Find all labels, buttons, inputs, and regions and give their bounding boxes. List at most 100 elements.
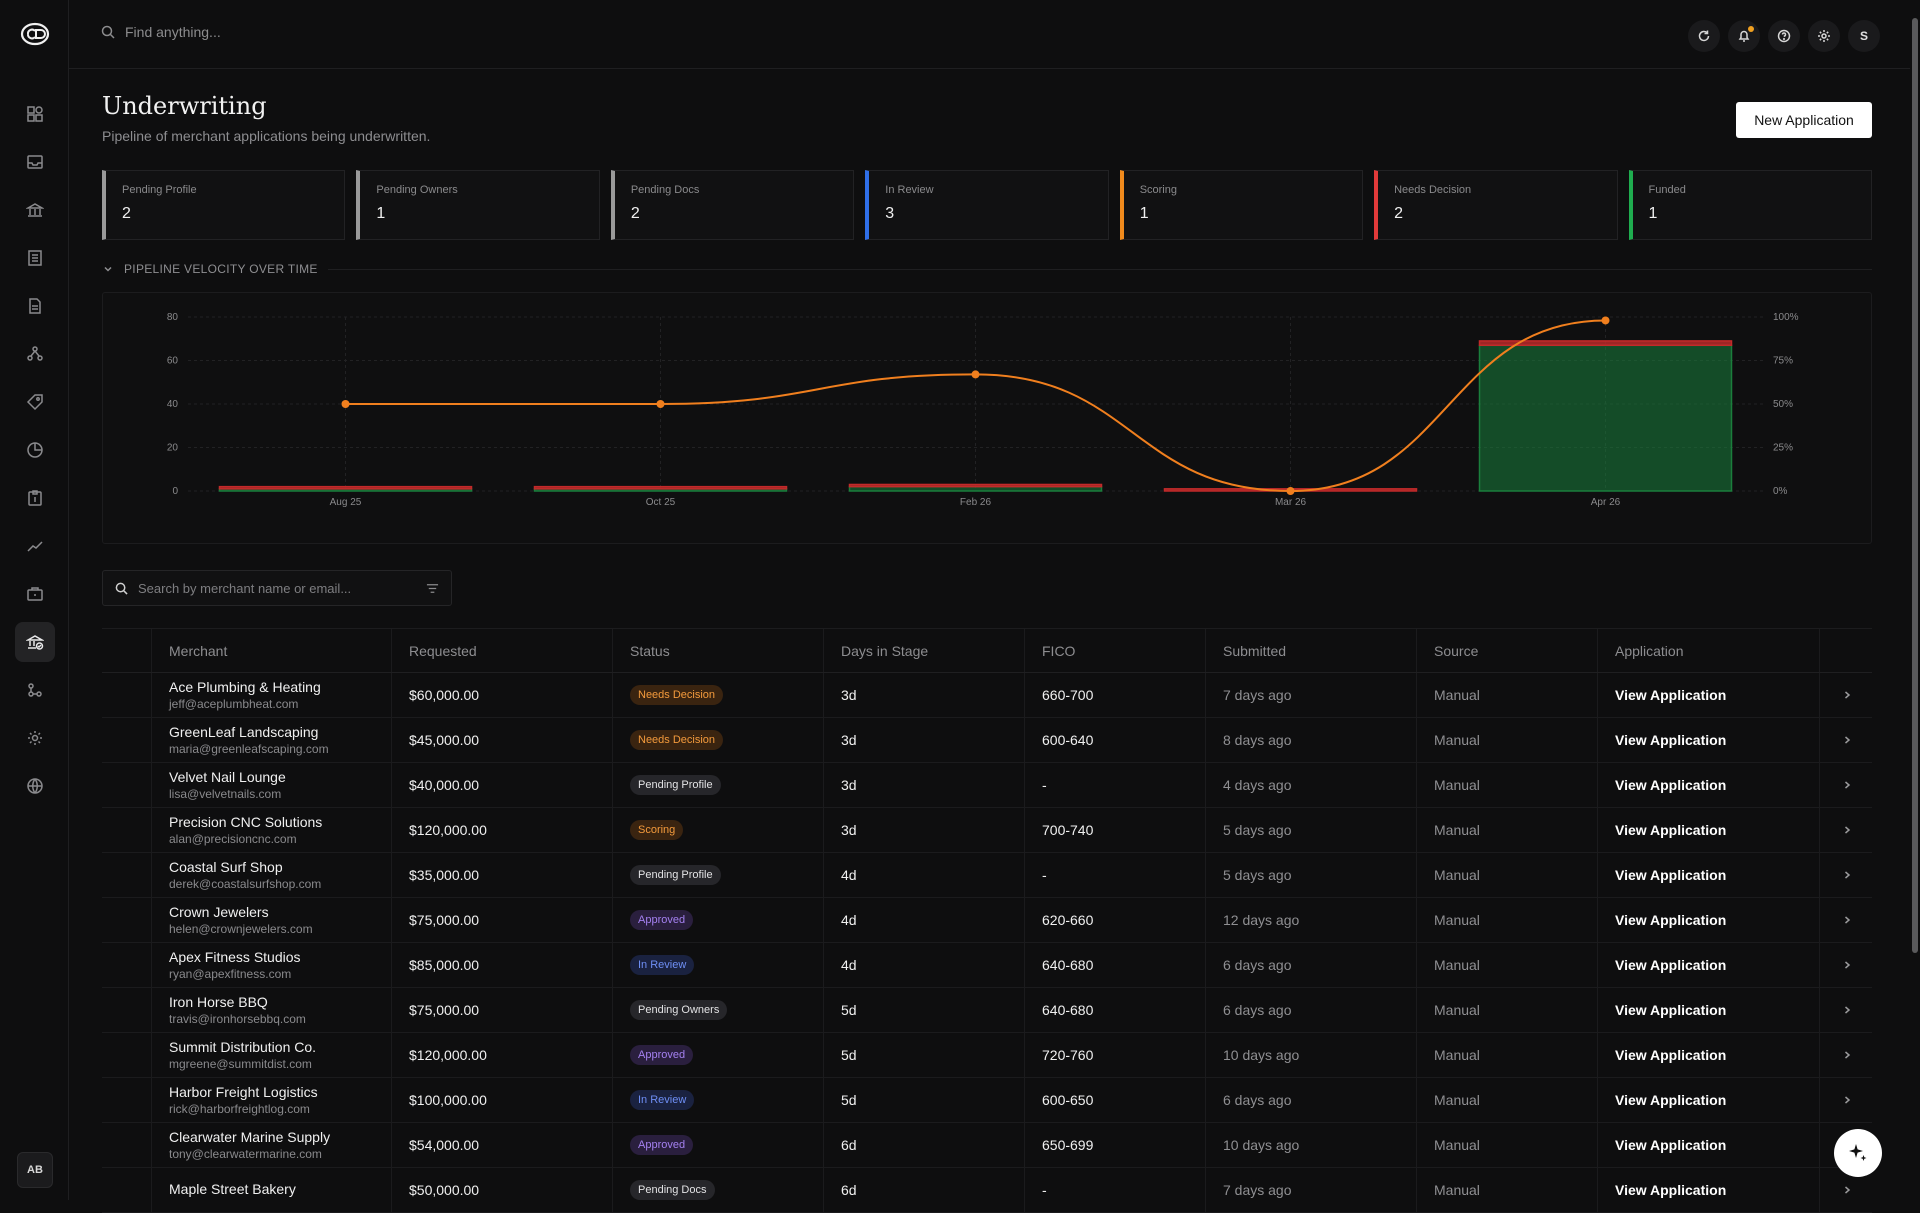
brand-logo-icon[interactable] bbox=[20, 22, 50, 46]
chevron-right-icon[interactable] bbox=[1842, 1050, 1852, 1060]
col-requested[interactable]: Requested bbox=[392, 629, 613, 672]
view-application-link[interactable]: View Application bbox=[1615, 867, 1727, 883]
chevron-right-icon[interactable] bbox=[1842, 915, 1852, 925]
chevron-right-icon[interactable] bbox=[1842, 735, 1852, 745]
global-search-placeholder[interactable]: Find anything... bbox=[125, 24, 221, 40]
row-select[interactable] bbox=[102, 898, 152, 942]
nav-document-icon[interactable] bbox=[15, 286, 55, 326]
chevron-right-icon[interactable] bbox=[1842, 825, 1852, 835]
user-avatar[interactable]: AB bbox=[17, 1152, 53, 1188]
view-application-link[interactable]: View Application bbox=[1615, 1002, 1727, 1018]
nav-tag-icon[interactable] bbox=[15, 382, 55, 422]
view-application-link[interactable]: View Application bbox=[1615, 732, 1727, 748]
view-application-link[interactable]: View Application bbox=[1615, 912, 1727, 928]
col-days-in-stage[interactable]: Days in Stage bbox=[824, 629, 1025, 672]
stage-card[interactable]: Pending Profile 2 bbox=[102, 170, 346, 240]
nav-pie-chart-icon[interactable] bbox=[15, 430, 55, 470]
table-row[interactable]: Velvet Nail Lounge lisa@velvetnails.com $4… bbox=[102, 763, 1872, 808]
row-select[interactable] bbox=[102, 718, 152, 762]
view-application-link[interactable]: View Application bbox=[1615, 777, 1727, 793]
stage-card[interactable]: Pending Owners 1 bbox=[356, 170, 600, 240]
view-application-link[interactable]: View Application bbox=[1615, 1182, 1727, 1198]
table-row[interactable]: Ace Plumbing & Heating jeff@aceplumbheat.… bbox=[102, 673, 1872, 718]
row-select[interactable] bbox=[102, 1033, 152, 1077]
view-application-link[interactable]: View Application bbox=[1615, 957, 1727, 973]
new-application-button[interactable]: New Application bbox=[1736, 102, 1872, 138]
stage-card[interactable]: Scoring 1 bbox=[1119, 170, 1364, 240]
merchant-name: Precision CNC Solutions bbox=[169, 814, 323, 830]
nav-dashboard-icon[interactable] bbox=[15, 94, 55, 134]
chevron-down-icon[interactable] bbox=[102, 263, 114, 275]
row-select[interactable] bbox=[102, 808, 152, 852]
chevron-right-icon[interactable] bbox=[1842, 690, 1852, 700]
nav-underwriting-icon[interactable] bbox=[14, 622, 55, 662]
settings-button[interactable] bbox=[1808, 20, 1840, 52]
row-select[interactable] bbox=[102, 853, 152, 897]
col-application[interactable]: Application bbox=[1598, 629, 1820, 672]
nav-workflow-icon[interactable] bbox=[15, 670, 55, 710]
nav-inbox-icon[interactable] bbox=[15, 142, 55, 182]
ai-assistant-button[interactable] bbox=[1834, 1129, 1882, 1177]
nav-globe-icon[interactable] bbox=[15, 766, 55, 806]
row-select[interactable] bbox=[102, 673, 152, 717]
table-row[interactable]: Clearwater Marine Supply tony@clearwaterm… bbox=[102, 1123, 1872, 1168]
chevron-right-icon[interactable] bbox=[1842, 1095, 1852, 1105]
page-scrollbar[interactable] bbox=[1910, 0, 1920, 1200]
row-select[interactable] bbox=[102, 943, 152, 987]
nav-bank-icon[interactable] bbox=[15, 190, 55, 230]
chevron-right-icon[interactable] bbox=[1842, 960, 1852, 970]
view-application-link[interactable]: View Application bbox=[1615, 1092, 1727, 1108]
row-select[interactable] bbox=[102, 763, 152, 807]
global-search[interactable]: Find anything... bbox=[101, 24, 221, 40]
refresh-button[interactable] bbox=[1688, 20, 1720, 52]
velocity-section-header[interactable]: PIPELINE VELOCITY OVER TIME bbox=[102, 262, 1872, 276]
view-application-link[interactable]: View Application bbox=[1615, 822, 1727, 838]
row-select[interactable] bbox=[102, 1078, 152, 1122]
chevron-right-icon[interactable] bbox=[1842, 1005, 1852, 1015]
table-row[interactable]: Summit Distribution Co. mgreene@summitdis… bbox=[102, 1033, 1872, 1078]
chevron-right-icon[interactable] bbox=[1842, 1185, 1852, 1195]
merchant-search[interactable]: Search by merchant name or email... bbox=[102, 570, 452, 606]
table-row[interactable]: Coastal Surf Shop derek@coastalsurfshop.c… bbox=[102, 853, 1872, 898]
view-application-link[interactable]: View Application bbox=[1615, 687, 1727, 703]
table-row[interactable]: Harbor Freight Logistics rick@harborfreig… bbox=[102, 1078, 1872, 1123]
nav-trend-icon[interactable] bbox=[15, 526, 55, 566]
merchant-search-placeholder[interactable]: Search by merchant name or email... bbox=[138, 580, 352, 596]
nav-ledger-icon[interactable] bbox=[15, 238, 55, 278]
table-row[interactable]: Apex Fitness Studios ryan@apexfitness.com… bbox=[102, 943, 1872, 988]
y-tick-label: 0 bbox=[172, 486, 178, 497]
table-row[interactable]: Crown Jewelers helen@crownjewelers.com $75… bbox=[102, 898, 1872, 943]
col-merchant[interactable]: Merchant bbox=[152, 629, 392, 672]
stage-card[interactable]: Funded 1 bbox=[1628, 170, 1872, 240]
scrollbar-thumb[interactable] bbox=[1912, 18, 1918, 953]
col-source[interactable]: Source bbox=[1417, 629, 1598, 672]
table-row[interactable]: GreenLeaf Landscaping maria@greenleafscap… bbox=[102, 718, 1872, 763]
chevron-right-icon[interactable] bbox=[1842, 870, 1852, 880]
chevron-right-icon[interactable] bbox=[1842, 780, 1852, 790]
notifications-button[interactable] bbox=[1728, 20, 1760, 52]
table-row[interactable]: Precision CNC Solutions alan@precisioncnc… bbox=[102, 808, 1872, 853]
bell-icon bbox=[1738, 30, 1750, 42]
row-select[interactable] bbox=[102, 988, 152, 1032]
view-application-link[interactable]: View Application bbox=[1615, 1137, 1727, 1153]
days-in-stage: 4d bbox=[841, 912, 857, 928]
filter-icon[interactable] bbox=[426, 582, 439, 595]
help-button[interactable] bbox=[1768, 20, 1800, 52]
stage-card[interactable]: Needs Decision 2 bbox=[1374, 170, 1618, 240]
stage-card[interactable]: Pending Docs 2 bbox=[610, 170, 855, 240]
user-menu-button[interactable]: S bbox=[1848, 20, 1880, 52]
col-fico[interactable]: FICO bbox=[1025, 629, 1206, 672]
table-row[interactable]: Maple Street Bakery $50,000.00 Pending Doc… bbox=[102, 1168, 1872, 1213]
nav-network-icon[interactable] bbox=[15, 334, 55, 374]
row-select[interactable] bbox=[102, 1123, 152, 1167]
stage-card[interactable]: In Review 3 bbox=[865, 170, 1109, 240]
col-submitted[interactable]: Submitted bbox=[1206, 629, 1417, 672]
nav-settings-icon[interactable] bbox=[15, 718, 55, 758]
fico-range: 660-700 bbox=[1042, 687, 1094, 703]
table-row[interactable]: Iron Horse BBQ travis@ironhorsebbq.com $75… bbox=[102, 988, 1872, 1033]
view-application-link[interactable]: View Application bbox=[1615, 1047, 1727, 1063]
col-status[interactable]: Status bbox=[613, 629, 824, 672]
row-select[interactable] bbox=[102, 1168, 152, 1212]
nav-briefcase-icon[interactable] bbox=[15, 574, 55, 614]
nav-clipboard-icon[interactable] bbox=[15, 478, 55, 518]
